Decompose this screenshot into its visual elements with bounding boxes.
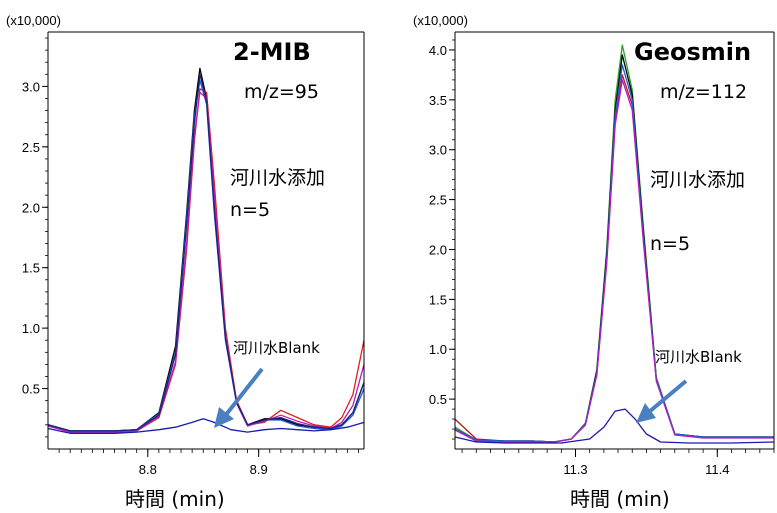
blank-arrow-head: [214, 407, 234, 428]
chart-subtitle: m/z=112: [660, 81, 747, 103]
axis-ticks: 0.5 1.0 1.5 2.0 2.5 3.0 8.8 8.9: [22, 37, 359, 477]
y-tick-label: 1.0: [429, 342, 447, 357]
series-line-5: [47, 73, 365, 432]
y-tick-label: 3.0: [429, 143, 447, 158]
series-line-2: [47, 88, 365, 433]
y-tick-label: 0.5: [429, 392, 447, 407]
series-line-2: [454, 44, 774, 443]
series-line-1: [47, 67, 365, 432]
y-scale-label: (x10,000): [413, 13, 468, 28]
annotation-replicates: n=5: [650, 233, 690, 255]
y-tick-label: 4.0: [429, 43, 447, 58]
y-tick-label: 0.5: [22, 382, 40, 397]
series-group: [454, 44, 775, 444]
y-tick-label: 2.5: [429, 193, 447, 208]
y-scale-label: (x10,000): [6, 13, 61, 28]
y-tick-label: 1.5: [429, 292, 447, 307]
series-line-4: [47, 91, 365, 433]
series-line-3: [47, 79, 365, 432]
panel-geosmin: (x10,000) 0.5 1.0 1.5 2.0 2.5 3.0 3.5 4.0 11.3 11…: [413, 13, 775, 511]
y-tick-label: 2.5: [22, 140, 40, 155]
x-tick-label: 11.4: [705, 462, 729, 477]
annotation-replicates: n=5: [230, 199, 270, 221]
annotation-sample: 河川水添加: [650, 169, 745, 191]
y-tick-label: 1.5: [22, 261, 40, 276]
annotation-blank: 河川水Blank: [233, 339, 320, 357]
x-tick-label: 8.8: [139, 462, 157, 477]
series-line-6: [454, 408, 775, 444]
blank-arrow-line: [223, 367, 264, 418]
series-group: [47, 67, 365, 434]
y-tick-label: 3.5: [429, 93, 447, 108]
chart-subtitle: m/z=95: [244, 81, 319, 103]
x-tick-label: 8.9: [250, 462, 268, 477]
x-tick-label: 11.3: [563, 462, 587, 477]
axis-ticks: 0.5 1.0 1.5 2.0 2.5 3.0 3.5 4.0 11.3 11.4: [429, 39, 775, 477]
panel-2-mib: (x10,000) 0.5 1.0 1.5 2.0 2.5 3.0 8.8 8.9 2-MIB…: [6, 13, 365, 511]
series-line-5: [454, 79, 774, 443]
series-line-4: [454, 64, 774, 443]
y-tick-label: 1.0: [22, 321, 40, 336]
y-tick-label: 2.0: [429, 242, 447, 257]
chart-title: Geosmin: [634, 38, 751, 66]
chart-title: 2-MIB: [233, 38, 311, 66]
annotation-blank: 河川水Blank: [655, 348, 742, 366]
series-line-3: [454, 54, 774, 443]
blank-arrow-line: [647, 379, 688, 414]
x-axis-title: 時間 (min): [125, 487, 225, 511]
annotation-sample: 河川水添加: [230, 167, 325, 189]
y-tick-label: 2.0: [22, 200, 40, 215]
series-line-6: [47, 418, 365, 434]
blank-arrow-head: [636, 403, 656, 423]
x-axis-title: 時間 (min): [570, 487, 670, 511]
y-tick-label: 3.0: [22, 79, 40, 94]
